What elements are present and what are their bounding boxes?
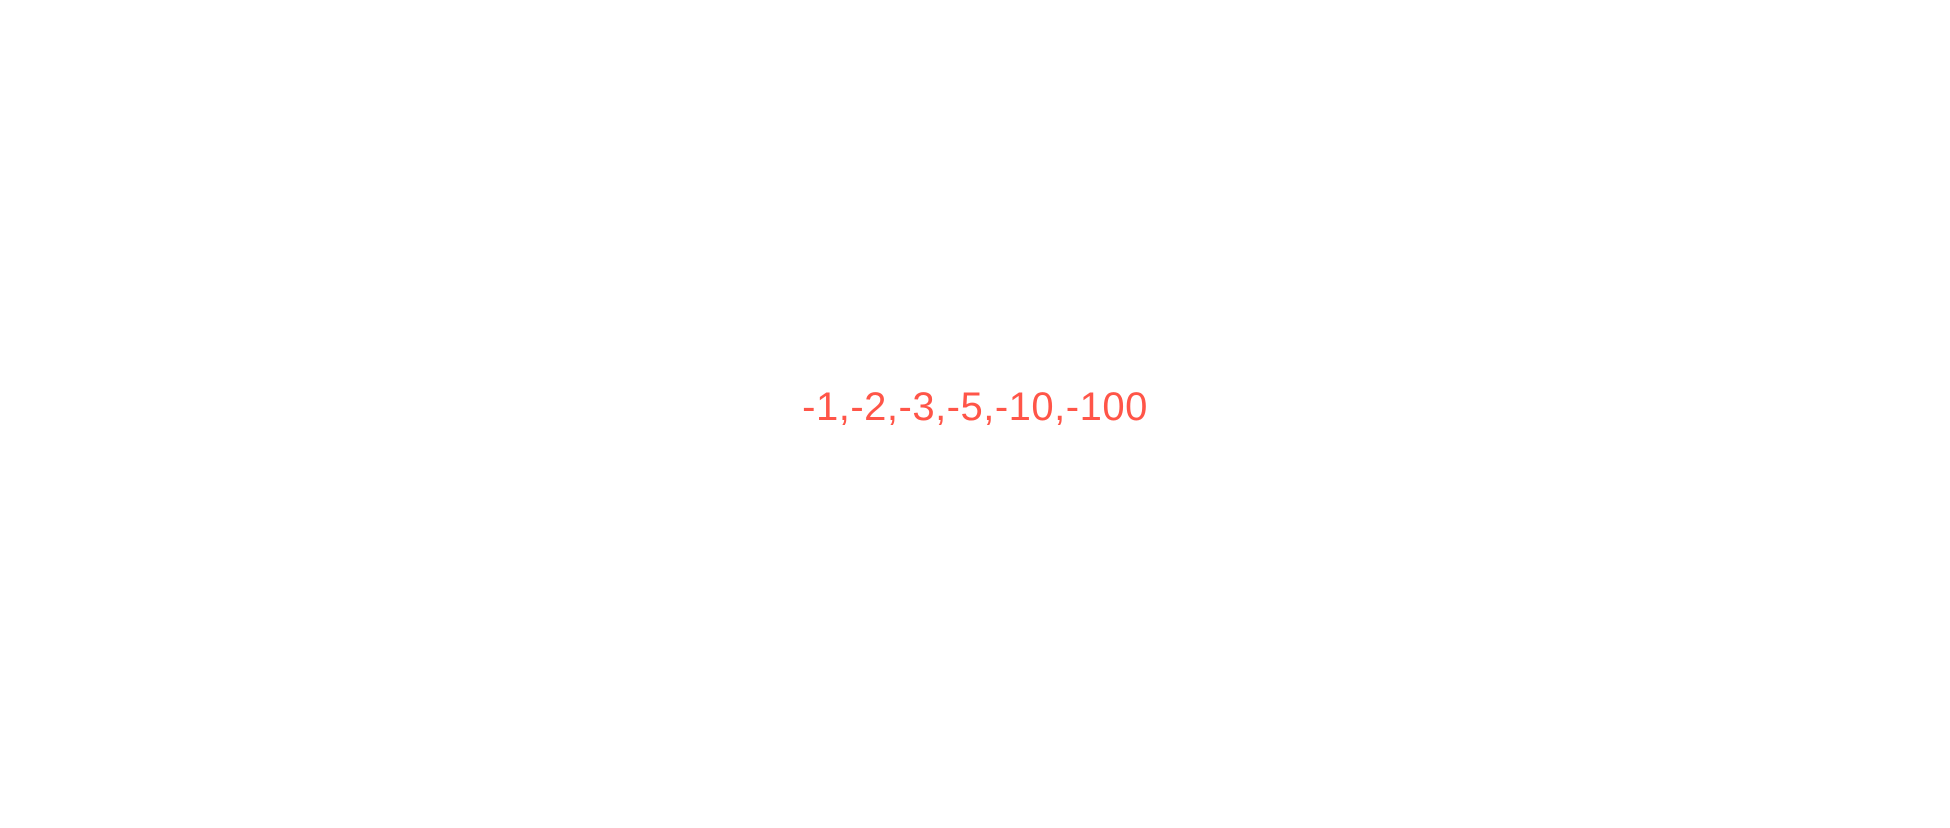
number-sequence-text: -1,-2,-3,-5,-10,-100: [802, 385, 1148, 429]
